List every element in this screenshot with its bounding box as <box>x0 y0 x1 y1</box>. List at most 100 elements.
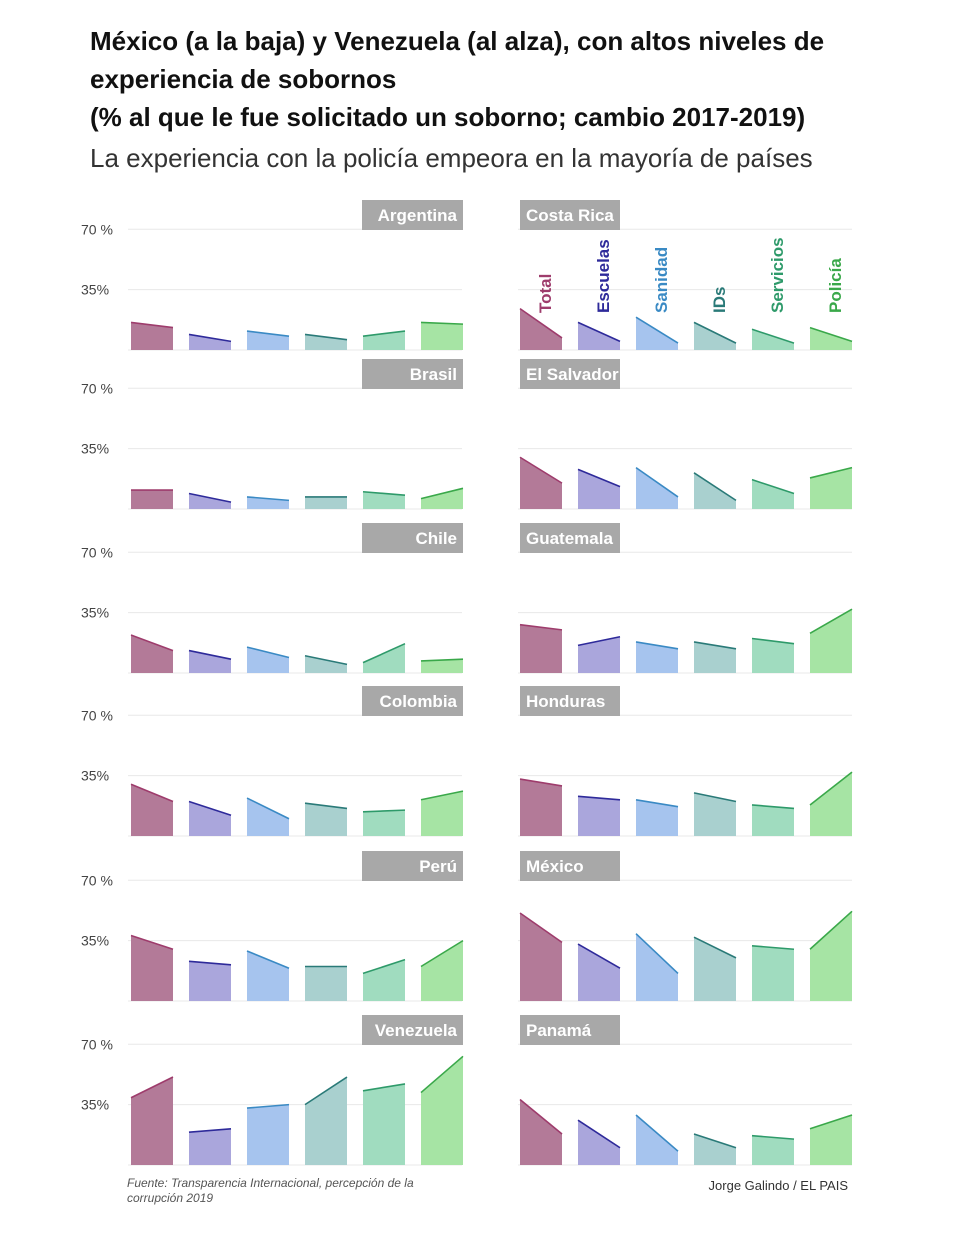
area-sanidad <box>636 1114 678 1165</box>
y-tick-label: 70 % <box>81 544 113 560</box>
country-label: Honduras <box>526 692 605 711</box>
area-escuelas <box>578 796 620 836</box>
area-policia <box>810 327 852 350</box>
y-tick-label: 70 % <box>81 872 113 888</box>
y-tick-label: 35% <box>81 933 109 949</box>
area-total <box>520 457 562 509</box>
area-escuelas <box>578 944 620 1001</box>
line-escuelas <box>577 321 621 343</box>
area-policia <box>421 659 463 673</box>
line-ids <box>304 802 348 810</box>
area-servicios <box>752 638 794 673</box>
panel-argentina: 70 % 35% Argentina <box>81 200 464 351</box>
line-servicios <box>362 490 406 496</box>
country-label-box <box>520 686 620 716</box>
chart-subtitle: La experiencia con la policía empeora en… <box>90 143 813 173</box>
country-label-box <box>520 1015 620 1045</box>
panel-honduras: Honduras <box>518 686 853 837</box>
area-ids <box>694 322 736 350</box>
area-total <box>131 1077 173 1165</box>
line-sanidad <box>635 641 679 650</box>
line-servicios <box>362 958 406 975</box>
area-escuelas <box>578 322 620 350</box>
line-servicios <box>751 804 795 810</box>
area-policia <box>810 1114 852 1165</box>
area-escuelas <box>189 801 231 836</box>
line-ids <box>693 321 737 344</box>
area-sanidad <box>636 799 678 836</box>
line-servicios <box>751 637 795 645</box>
area-policia <box>810 772 852 836</box>
line-ids <box>693 641 737 650</box>
y-tick-label: 35% <box>81 441 109 457</box>
panel-colombia: 70 % 35% Colombia <box>81 686 464 837</box>
credit-note: Jorge Galindo / EL PAIS <box>708 1178 848 1193</box>
line-sanidad <box>635 933 679 974</box>
area-sanidad <box>247 1104 289 1165</box>
country-label: Guatemala <box>526 529 613 548</box>
area-escuelas <box>189 334 231 350</box>
area-servicios <box>752 329 794 350</box>
area-escuelas <box>189 493 231 509</box>
area-servicios <box>363 959 405 1001</box>
line-total <box>519 1098 563 1135</box>
area-total <box>520 308 562 350</box>
area-sanidad <box>636 317 678 350</box>
line-escuelas <box>188 800 232 817</box>
line-sanidad <box>246 1103 290 1109</box>
line-escuelas <box>577 468 621 488</box>
area-sanidad <box>636 467 678 509</box>
line-sanidad <box>635 316 679 344</box>
panel-guatemala: Guatemala <box>518 523 853 674</box>
area-sanidad <box>247 647 289 673</box>
area-escuelas <box>189 650 231 673</box>
category-label-escuelas: Escuelas <box>594 239 613 313</box>
category-label-servicios: Servicios <box>768 237 787 313</box>
country-label-box <box>362 523 463 553</box>
line-sanidad <box>246 950 290 969</box>
chart-title-line-2: (% al que le fue solicitado un soborno; … <box>90 102 806 132</box>
panel-costa-rica: Costa Rica Total Escuelas Sanidad IDs Servici… <box>518 200 853 351</box>
area-servicios <box>363 643 405 673</box>
source-note: Fuente: Transparencia Internacional, per… <box>127 1176 414 1205</box>
y-tick-label: 70 % <box>81 707 113 723</box>
area-ids <box>694 472 736 509</box>
line-servicios <box>751 478 795 495</box>
panel-chile: 70 % 35% Chile <box>81 523 464 674</box>
line-servicios <box>751 1134 795 1140</box>
line-ids <box>693 936 737 959</box>
line-total <box>130 321 174 329</box>
area-ids <box>305 803 347 836</box>
area-servicios <box>752 804 794 836</box>
line-policia <box>420 790 464 801</box>
y-tick-label: 35% <box>81 768 109 784</box>
country-label: Colombia <box>380 692 458 711</box>
panel-brasil: 70 % 35% Brasil <box>81 359 464 510</box>
country-label-box <box>362 200 463 230</box>
line-total <box>519 778 563 787</box>
area-servicios <box>752 1135 794 1165</box>
area-sanidad <box>636 641 678 673</box>
line-policia <box>420 487 464 500</box>
y-tick-label: 70 % <box>81 221 113 237</box>
area-total <box>131 490 173 509</box>
line-policia <box>420 939 464 968</box>
line-policia <box>809 608 853 635</box>
area-servicios <box>752 479 794 509</box>
area-servicios <box>363 810 405 836</box>
line-escuelas <box>577 943 621 969</box>
line-total <box>130 634 174 652</box>
area-servicios <box>363 331 405 350</box>
line-escuelas <box>188 333 232 343</box>
area-sanidad <box>247 950 289 1001</box>
country-label: Panamá <box>526 1021 592 1040</box>
line-sanidad <box>246 330 290 337</box>
area-ids <box>305 655 347 673</box>
country-label: El Salvador <box>526 365 619 384</box>
area-total <box>520 624 562 673</box>
area-policia <box>810 609 852 673</box>
line-policia <box>809 910 853 950</box>
line-sanidad <box>246 496 290 502</box>
area-sanidad <box>247 798 289 836</box>
country-label: Venezuela <box>375 1021 458 1040</box>
